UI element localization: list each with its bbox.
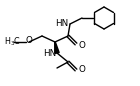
Text: O: O (79, 41, 86, 50)
Text: H$_3$C: H$_3$C (4, 36, 21, 48)
Text: O: O (79, 64, 86, 74)
Text: O: O (26, 36, 32, 45)
Text: HN: HN (43, 50, 56, 58)
Text: HN: HN (55, 18, 68, 28)
Polygon shape (55, 42, 59, 53)
